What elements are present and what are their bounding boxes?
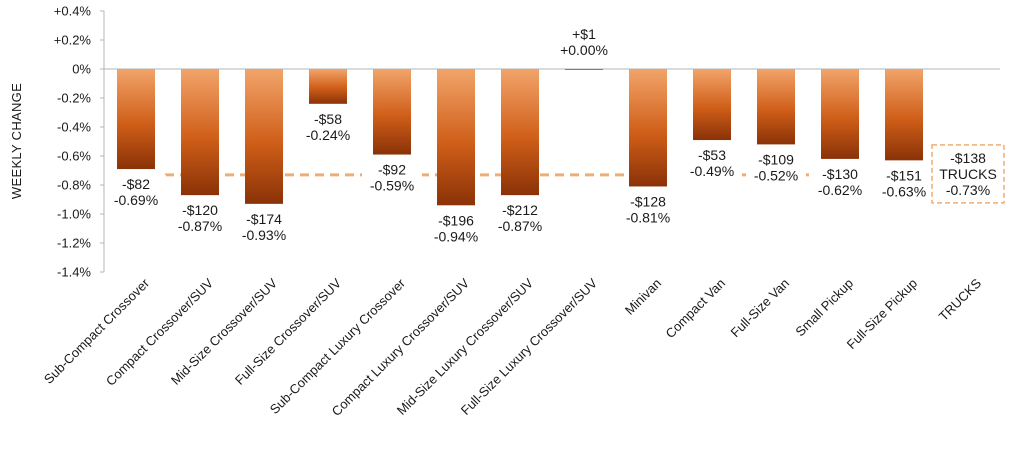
y-tick-label: -1.2% — [57, 236, 91, 251]
data-label-bg — [234, 209, 294, 244]
data-label-percent: -0.87% — [498, 218, 542, 234]
x-category-label: Small Pickup — [792, 276, 856, 340]
data-label-dollar: -$128 — [630, 193, 666, 209]
x-category-label: Minivan — [622, 276, 664, 318]
data-label-dollar: -$130 — [822, 166, 858, 182]
data-label-bg — [874, 166, 934, 201]
y-tick-label: -0.8% — [57, 178, 91, 193]
y-tick-label: +0.2% — [54, 33, 92, 48]
x-category-label: Mid-Size Luxury Crossover/SUV — [394, 275, 537, 418]
data-label-dollar: -$212 — [502, 202, 538, 218]
y-tick-label: -0.2% — [57, 91, 91, 106]
x-category-label: Compact Van — [663, 276, 729, 342]
data-label-percent: -0.62% — [818, 182, 862, 198]
data-label-dollar: -$174 — [246, 211, 282, 227]
x-category-label: Full-Size Luxury Crossover/SUV — [458, 275, 601, 418]
data-label-bg — [426, 211, 486, 246]
data-label-dollar: -$58 — [314, 111, 342, 127]
x-category-label: Compact Luxury Crossover/SUV — [329, 275, 473, 419]
segment-average-box — [931, 144, 1005, 204]
x-category-label: Full-Size Crossover/SUV — [232, 275, 344, 387]
x-category-label: Full-Size Van — [728, 276, 793, 341]
data-label-bg — [106, 175, 166, 210]
x-category-label: Compact Crossover/SUV — [103, 275, 217, 389]
bar — [117, 69, 155, 170]
data-label-bg — [298, 109, 358, 144]
bar — [629, 69, 667, 187]
x-category-label: Mid-Size Crossover/SUV — [168, 275, 280, 387]
data-label-bg — [618, 192, 678, 227]
data-label-dollar: -$120 — [182, 202, 218, 218]
y-tick-label: 0% — [72, 62, 91, 77]
data-label-percent: -0.69% — [114, 192, 158, 208]
x-category-label: Sub-Compact Crossover — [41, 275, 153, 387]
y-tick-label: +0.4% — [54, 4, 92, 19]
bar — [373, 69, 411, 155]
data-label-dollar: -$196 — [438, 212, 474, 228]
data-label-percent: -0.87% — [178, 218, 222, 234]
y-axis-title: WEEKLY CHANGE — [9, 83, 24, 199]
data-label-percent: -0.63% — [882, 183, 926, 199]
bar — [565, 69, 603, 70]
y-tick-label: -1.0% — [57, 207, 91, 222]
segment-average-label: -$138 — [950, 150, 986, 166]
data-label-dollar: -$92 — [378, 162, 406, 178]
data-label-dollar: +$1 — [572, 26, 596, 42]
data-label-bg — [682, 146, 742, 181]
data-label-bg — [810, 164, 870, 199]
data-label-dollar: -$151 — [886, 167, 922, 183]
x-category-label: TRUCKS — [936, 275, 985, 324]
bar — [437, 69, 475, 206]
data-label-bg — [170, 201, 230, 236]
data-label-bg — [746, 150, 806, 185]
bar — [693, 69, 731, 141]
bar — [501, 69, 539, 196]
bar — [757, 69, 795, 145]
data-label-percent: -0.81% — [626, 209, 670, 225]
data-label-percent: -0.52% — [754, 167, 798, 183]
data-label-dollar: -$53 — [698, 147, 726, 163]
data-label-bg — [554, 25, 614, 59]
bar — [885, 69, 923, 161]
segment-average-label: TRUCKS — [939, 166, 997, 182]
bar — [245, 69, 283, 204]
bar — [821, 69, 859, 159]
data-label-percent: -0.49% — [690, 163, 734, 179]
data-label-percent: -0.93% — [242, 227, 286, 243]
data-label-percent: -0.94% — [434, 228, 478, 244]
data-label-dollar: -$82 — [122, 176, 150, 192]
y-tick-label: -0.4% — [57, 120, 91, 135]
data-label-percent: -0.24% — [306, 127, 350, 143]
data-label-bg — [490, 201, 550, 236]
data-label-dollar: -$109 — [758, 151, 794, 167]
data-label-bg — [362, 160, 422, 195]
data-label-percent: +0.00% — [560, 42, 608, 58]
data-label-percent: -0.59% — [370, 178, 414, 194]
bar — [181, 69, 219, 196]
y-tick-label: -0.6% — [57, 149, 91, 164]
x-category-label: Sub-Compact Luxury Crossover — [267, 275, 409, 417]
bar — [309, 69, 347, 104]
y-tick-label: -1.4% — [57, 265, 91, 280]
segment-average-label: -0.73% — [946, 182, 990, 198]
